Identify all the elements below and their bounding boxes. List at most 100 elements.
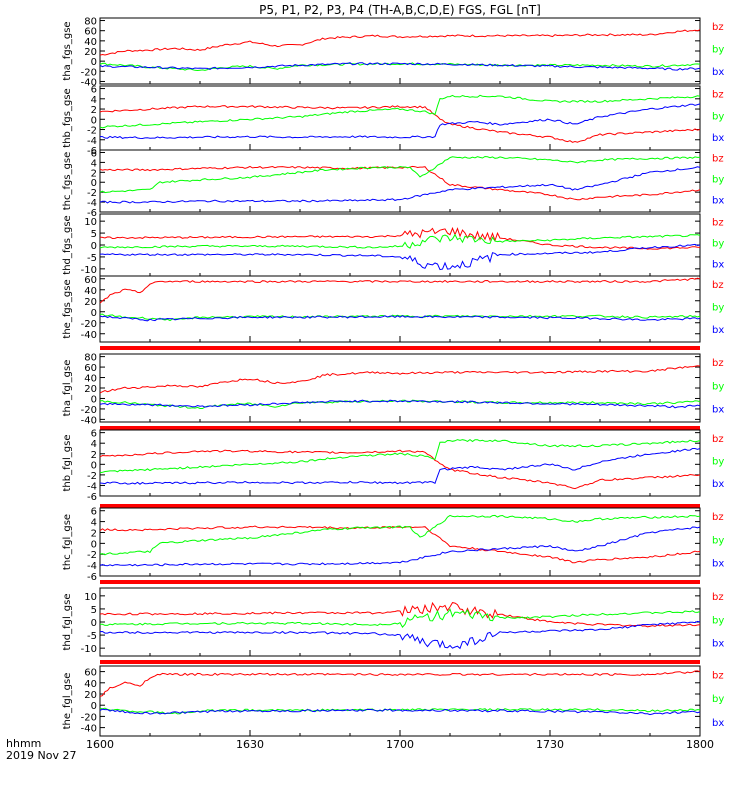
panel-frame — [99, 665, 701, 737]
legend-by: by — [712, 456, 724, 467]
y-tick-label: 0 — [91, 115, 97, 126]
series-bx-line — [99, 708, 701, 716]
legend-by: by — [712, 239, 724, 250]
series-bx-line — [99, 526, 701, 567]
y-tick-label: -6 — [87, 208, 97, 219]
plot-title: P5, P1, P2, P3, P4 (TH-A,B,C,D,E) FGS, F… — [259, 3, 541, 17]
y-tick-label: 0 — [91, 460, 97, 471]
y-tick-label: -4 — [87, 481, 97, 492]
y-tick-label: -2 — [87, 550, 97, 561]
y-tick-label: 0 — [91, 394, 97, 405]
x-tick-label: 1600 — [86, 738, 114, 751]
legend-by: by — [712, 111, 724, 122]
legend-bz: bz — [712, 217, 724, 228]
series-bz-line — [99, 365, 701, 394]
legend-bz: bz — [712, 670, 724, 681]
y-tick-label: 40 — [84, 37, 97, 48]
legend-bx: bx — [712, 133, 724, 144]
separator-bar — [100, 580, 700, 584]
legend-bx: bx — [712, 638, 724, 649]
panels-group: tha_fgs_gse 806040200-20-40bzbybxthb_fgs_… — [62, 17, 724, 751]
y-tick-label: -40 — [81, 415, 97, 426]
series-by-line — [99, 62, 701, 72]
panel-ylabel: thc_fgs_gse — [62, 152, 73, 211]
y-tick-label: 20 — [84, 690, 97, 701]
y-tick-label: 20 — [84, 47, 97, 58]
series-bz-line — [99, 105, 701, 143]
y-tick-label: 0 — [91, 618, 97, 629]
legend-bx: bx — [712, 260, 724, 271]
y-tick-label: 4 — [91, 439, 97, 450]
y-tick-label: 2 — [91, 528, 97, 539]
panel-ylabel: thc_fgl_gse — [62, 514, 73, 570]
series-by-line — [100, 608, 701, 628]
panel-frame — [99, 17, 701, 85]
series-bx-line — [99, 166, 701, 204]
y-tick-label: 60 — [84, 668, 97, 679]
series-bx-line — [99, 448, 701, 485]
series-bz-line — [99, 165, 701, 201]
panel-ylabel: the_fgs_gse — [62, 279, 73, 338]
panel-frame — [99, 213, 701, 277]
panel-ylabel: tha_fgl_gse — [62, 360, 73, 417]
y-tick-label: -20 — [81, 405, 97, 416]
separator-bar — [100, 426, 700, 430]
series-bz-line — [99, 277, 701, 304]
y-tick-label: 0 — [91, 539, 97, 550]
legend-by: by — [712, 302, 724, 313]
series-by-line — [99, 313, 701, 322]
y-tick-label: 0 — [91, 57, 97, 68]
series-bx-line — [99, 399, 701, 409]
y-tick-label: -40 — [81, 77, 97, 88]
series-by-line — [99, 155, 700, 194]
y-tick-label: 2 — [91, 168, 97, 179]
legend-bz: bz — [712, 90, 724, 101]
y-tick-label: 60 — [84, 363, 97, 374]
y-tick-label: 20 — [84, 384, 97, 395]
panel-frame — [99, 275, 701, 343]
legend-by: by — [712, 175, 724, 186]
legend-bz: bz — [712, 358, 724, 369]
y-tick-label: -10 — [81, 265, 97, 276]
y-tick-label: 4 — [91, 95, 97, 106]
series-bz-line — [99, 525, 701, 564]
y-tick-label: -2 — [87, 471, 97, 482]
series-bz-line — [99, 449, 701, 490]
separator-bar — [100, 660, 700, 664]
y-tick-label: -5 — [87, 631, 97, 642]
x-tick-label: 1730 — [536, 738, 564, 751]
series-bz-line — [99, 670, 701, 697]
legend-by: by — [712, 44, 724, 55]
y-tick-label: -2 — [87, 188, 97, 199]
panel-frame — [99, 85, 701, 151]
y-tick-label: 5 — [91, 605, 97, 616]
panel-thd_fgl_gse: thd_fgl_gse 10 5 0 -5 -10 bz by bx — [62, 587, 724, 657]
y-tick-label: -40 — [81, 724, 97, 735]
series-by-line — [99, 233, 701, 249]
y-tick-label: -6 — [87, 572, 97, 583]
y-tick-label: 4 — [91, 518, 97, 529]
y-tick-label: 80 — [84, 17, 97, 28]
panel-ylabel: thd_fgs_gse — [62, 215, 73, 274]
y-tick-label: 0 — [91, 308, 97, 319]
legend-bz: bz — [712, 153, 724, 164]
y-tick-label: 2 — [91, 105, 97, 116]
y-tick-label: -20 — [81, 319, 97, 330]
y-tick-label: 20 — [84, 297, 97, 308]
panel-ylabel: the_fgl_gse — [62, 673, 73, 730]
series-by-line — [99, 438, 701, 474]
series-bx-line — [99, 620, 701, 650]
y-tick-label: -20 — [81, 67, 97, 78]
legend-by: by — [712, 535, 724, 546]
y-tick-label: 6 — [91, 148, 97, 159]
legend-bx: bx — [712, 479, 724, 490]
series-bz-line — [99, 29, 701, 56]
legend-by: by — [712, 694, 724, 705]
legend-by: by — [712, 615, 724, 626]
y-tick-label: 10 — [84, 217, 97, 228]
